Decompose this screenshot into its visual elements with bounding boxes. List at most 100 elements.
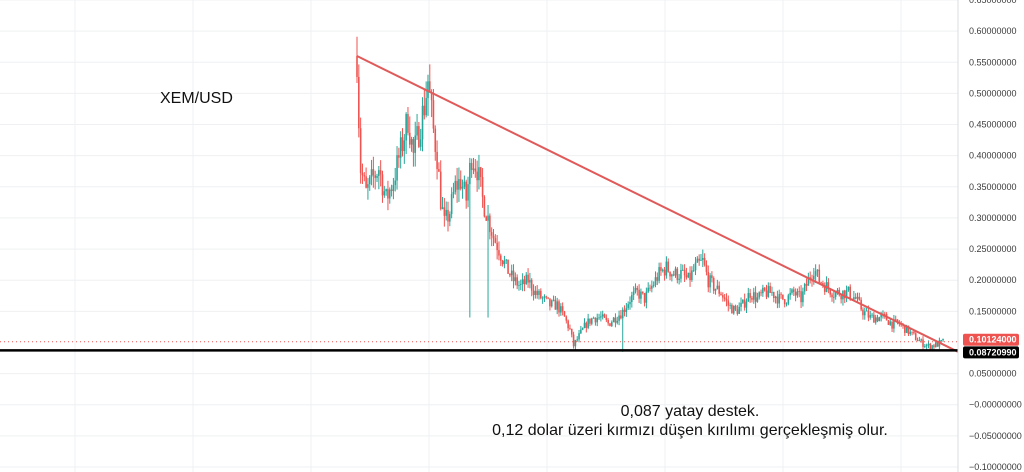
candle: [694, 257, 697, 276]
candle: [434, 125, 437, 161]
candle-body: [390, 189, 393, 191]
candle-body: [567, 320, 569, 329]
candle-body: [760, 292, 762, 294]
candle-body: [813, 275, 815, 280]
candle: [727, 295, 730, 312]
candle: [540, 288, 542, 300]
candle-body: [752, 292, 755, 300]
candle-body: [803, 284, 806, 292]
candle: [556, 297, 558, 315]
candle: [572, 331, 575, 349]
candle-body: [368, 176, 371, 185]
candle-body: [394, 180, 397, 186]
candle: [507, 259, 509, 274]
candle-body: [438, 169, 440, 172]
candle: [629, 296, 631, 310]
y-tick-label: −0.05000000: [969, 431, 1022, 441]
candle-body: [432, 100, 435, 129]
candle-body: [487, 215, 489, 221]
candle: [893, 314, 895, 333]
candle: [550, 299, 553, 308]
candle-body: [645, 291, 648, 303]
candle-body: [518, 284, 520, 286]
candle: [436, 140, 438, 180]
candle-body: [509, 273, 511, 276]
candle-body: [494, 238, 497, 243]
candle-body: [823, 285, 826, 292]
candle-body: [359, 128, 362, 173]
candle: [722, 292, 724, 302]
candle-body: [722, 295, 724, 298]
candle: [563, 310, 566, 317]
candle: [525, 272, 528, 285]
candle-body: [873, 314, 875, 323]
candle: [749, 288, 751, 303]
candle-body: [738, 306, 740, 314]
candle: [614, 313, 617, 328]
candle: [785, 302, 788, 307]
y-tick-label: 0.35000000: [969, 182, 1017, 192]
candle-body: [429, 81, 431, 93]
candle: [922, 336, 924, 350]
candle-body: [474, 168, 477, 172]
candle: [501, 259, 504, 267]
candle: [672, 270, 675, 277]
y-tick-label: 0.40000000: [969, 151, 1017, 161]
candle-body: [574, 340, 577, 347]
candle-body: [425, 98, 427, 116]
candle-body: [529, 279, 531, 283]
candle: [731, 303, 733, 314]
candle-body: [489, 215, 491, 233]
candle-body: [829, 288, 831, 295]
candle: [632, 286, 635, 300]
candle: [700, 254, 702, 262]
candle-body: [427, 81, 429, 99]
candle-body: [378, 170, 380, 176]
candle-body: [534, 290, 537, 296]
candle-body: [561, 306, 564, 312]
candle: [805, 278, 808, 292]
candle-body: [727, 300, 730, 306]
candle: [523, 275, 526, 292]
candle-body: [911, 331, 913, 333]
candle-body: [789, 292, 791, 296]
candle-body: [720, 293, 722, 296]
candle-body: [865, 310, 868, 312]
candle: [778, 289, 781, 308]
candle: [483, 195, 486, 218]
candle: [745, 298, 748, 313]
candle-body: [778, 293, 781, 304]
candle-body: [456, 180, 458, 190]
candle-body: [709, 275, 711, 288]
candle-body: [434, 128, 437, 152]
candle: [474, 159, 477, 178]
candle: [621, 307, 624, 352]
candle: [751, 295, 753, 303]
candle: [758, 291, 761, 300]
candle-body: [658, 267, 660, 281]
candle: [771, 286, 773, 296]
candle: [516, 274, 518, 290]
price-axis[interactable]: 0.65000000 0.60000000 0.55000000 0.50000000…: [969, 0, 1022, 472]
candle-body: [532, 290, 535, 296]
candle: [581, 327, 584, 331]
candle: [827, 278, 830, 294]
candle: [454, 175, 457, 195]
candle-body: [458, 179, 460, 190]
candle: [685, 267, 688, 280]
candle-body: [656, 277, 659, 281]
candle: [489, 213, 491, 240]
candle-body: [556, 301, 558, 310]
candle-body: [616, 320, 619, 323]
candle: [707, 265, 710, 293]
candle: [643, 292, 646, 307]
candle-body: [396, 155, 398, 181]
candle: [891, 321, 893, 332]
y-tick-label: −0.00000000: [969, 400, 1022, 410]
candle-body: [703, 257, 706, 265]
candle-body: [634, 287, 637, 292]
candle-body: [651, 285, 653, 289]
candle: [656, 272, 659, 286]
candle-body: [734, 305, 737, 310]
